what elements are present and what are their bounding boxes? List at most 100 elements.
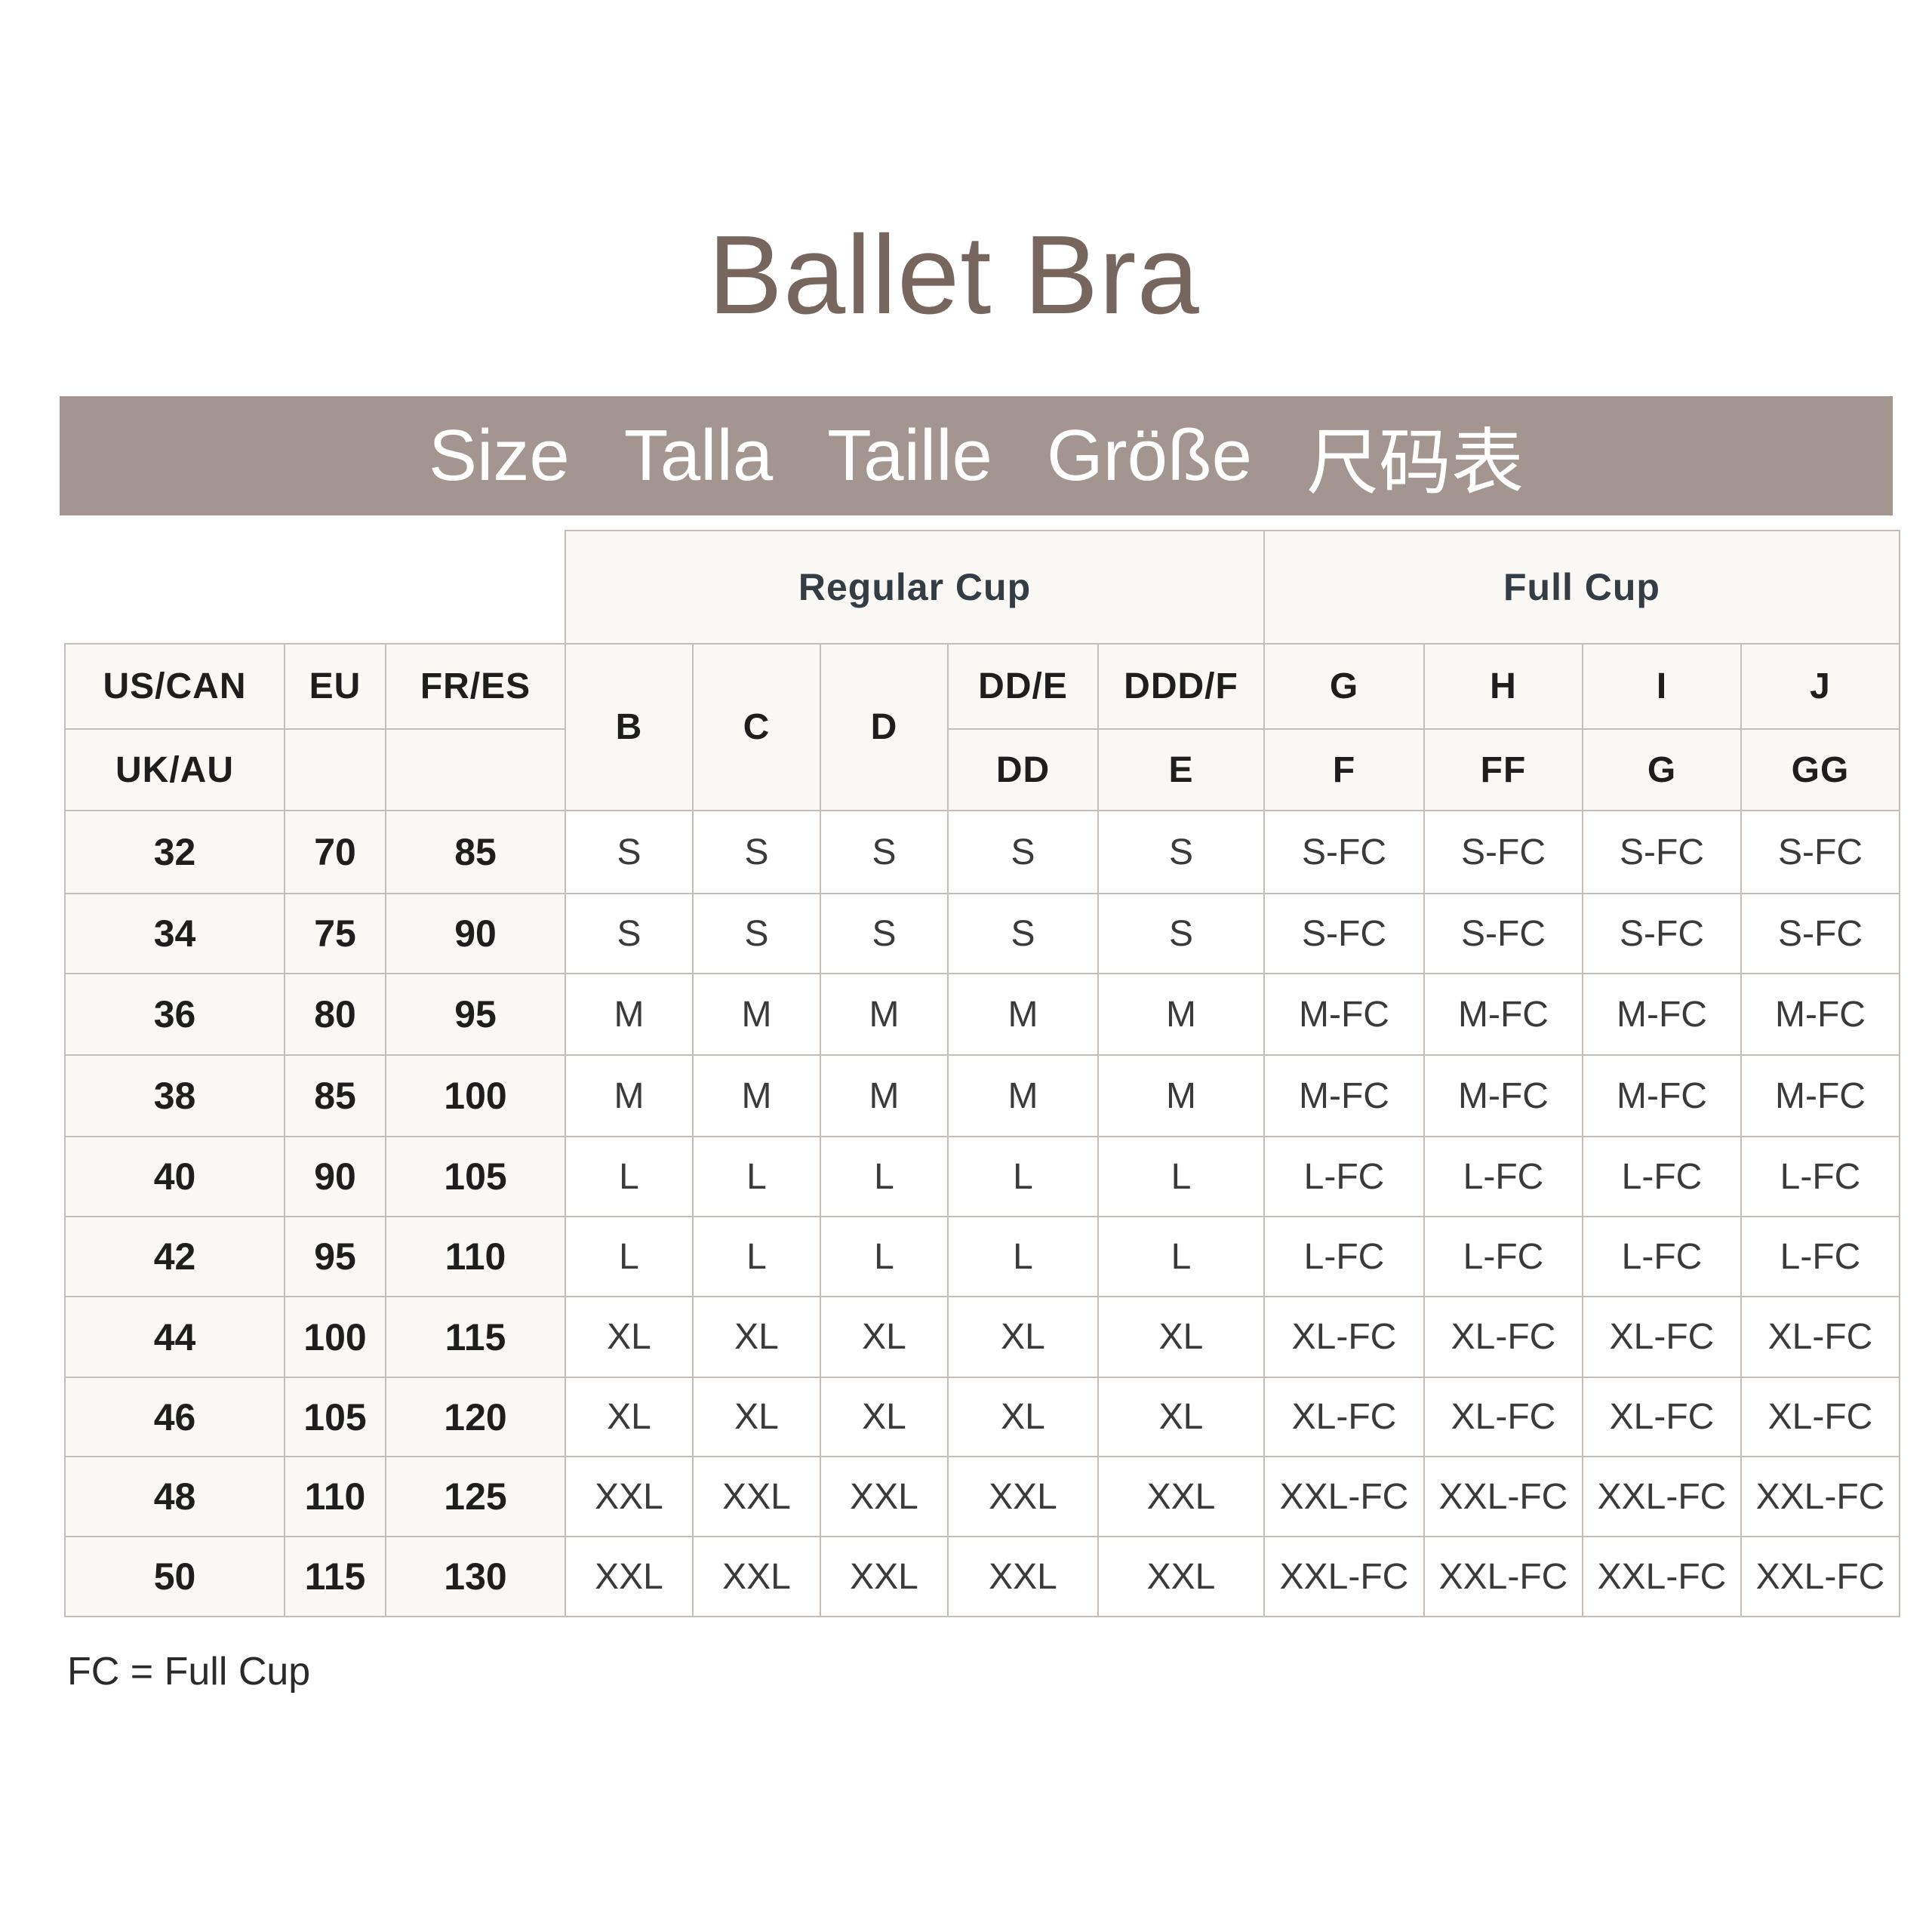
column-header: US/CAN xyxy=(64,643,285,730)
band-label: Talla xyxy=(623,415,774,496)
band-size-cell: 48 xyxy=(64,1456,285,1537)
band-size-cell: 36 xyxy=(64,973,285,1056)
size-chart-table: Regular Cup Full Cup US/CAN EU FR/ES B C D DD/E D… xyxy=(64,530,1900,1617)
cup-header: I xyxy=(1582,643,1742,730)
size-cell: XL xyxy=(565,1377,694,1457)
size-cell: L-FC xyxy=(1740,1216,1900,1297)
size-cell: XL xyxy=(692,1377,821,1457)
cup-header-uk: FF xyxy=(1423,728,1583,811)
size-cell: L xyxy=(820,1136,949,1217)
cup-header-uk: GG xyxy=(1740,728,1900,811)
table-row: 46 105 120 XL XL XL XL XL XL-FC XL-FC XL-FC XL-FC xyxy=(64,1377,1900,1457)
size-cell: L-FC xyxy=(1423,1216,1583,1297)
column-header: UK/AU xyxy=(64,728,285,811)
cup-header-uk: F xyxy=(1263,728,1425,811)
table-row: 42 95 110 L L L L L L-FC L-FC L-FC L-FC xyxy=(64,1216,1900,1297)
band-size-cell: 34 xyxy=(64,893,285,974)
column-header: EU xyxy=(284,643,386,730)
size-cell: M xyxy=(1097,1054,1265,1137)
band-size-cell: 105 xyxy=(385,1136,566,1217)
size-cell: XXL-FC xyxy=(1740,1536,1900,1617)
cup-header-uk: DD xyxy=(947,728,1099,811)
size-cell: M-FC xyxy=(1263,973,1425,1056)
size-cell: L xyxy=(1097,1216,1265,1297)
cup-header: H xyxy=(1423,643,1583,730)
cup-header: G xyxy=(1263,643,1425,730)
size-cell: L-FC xyxy=(1582,1136,1742,1217)
band-size-cell: 130 xyxy=(385,1536,566,1617)
size-cell: S xyxy=(565,893,694,974)
size-cell: XL-FC xyxy=(1740,1296,1900,1378)
size-cell: M xyxy=(565,1054,694,1137)
band-size-cell: 32 xyxy=(64,810,285,894)
cup-header: DD/E xyxy=(947,643,1099,730)
size-cell: M xyxy=(565,973,694,1056)
band-size-cell: 105 xyxy=(284,1377,386,1457)
size-cell: M xyxy=(692,973,821,1056)
band-size-cell: 50 xyxy=(64,1536,285,1617)
size-cell: XXL xyxy=(565,1536,694,1617)
size-cell: S xyxy=(947,893,1099,974)
size-cell: XXL xyxy=(947,1456,1099,1537)
band-size-cell: 115 xyxy=(385,1296,566,1378)
size-cell: XL-FC xyxy=(1582,1296,1742,1378)
size-cell: M-FC xyxy=(1582,1054,1742,1137)
cup-header: J xyxy=(1740,643,1900,730)
size-cell: S-FC xyxy=(1740,893,1900,974)
size-cell: M xyxy=(692,1054,821,1137)
band-label: 尺码表 xyxy=(1306,422,1524,503)
size-cell: S xyxy=(692,810,821,894)
size-cell: XL-FC xyxy=(1740,1377,1900,1457)
group-header-row: Regular Cup Full Cup xyxy=(65,530,1900,645)
footnote: FC = Full Cup xyxy=(67,1650,311,1694)
band-size-cell: 75 xyxy=(284,893,386,974)
size-cell: S xyxy=(565,810,694,894)
band-size-cell: 95 xyxy=(385,973,566,1056)
size-cell: S-FC xyxy=(1423,893,1583,974)
size-cell: XXL-FC xyxy=(1582,1536,1742,1617)
band-size-cell: 38 xyxy=(64,1054,285,1137)
size-cell: S-FC xyxy=(1582,893,1742,974)
size-cell: XXL xyxy=(1097,1456,1265,1537)
band-size-cell: 85 xyxy=(284,1054,386,1137)
band-size-cell: 110 xyxy=(385,1216,566,1297)
size-cell: L-FC xyxy=(1423,1136,1583,1217)
size-cell: XXL xyxy=(692,1536,821,1617)
size-cell: L xyxy=(947,1216,1099,1297)
size-cell: M-FC xyxy=(1423,973,1583,1056)
group-header-regular-cup: Regular Cup xyxy=(565,530,1265,645)
size-cell: XL-FC xyxy=(1263,1296,1425,1378)
size-cell: S xyxy=(1097,893,1265,974)
size-cell: XL-FC xyxy=(1423,1377,1583,1457)
size-cell: L xyxy=(692,1216,821,1297)
band-size-cell: 80 xyxy=(284,973,386,1056)
band-size-cell: 125 xyxy=(385,1456,566,1537)
band-size-cell: 100 xyxy=(385,1054,566,1137)
band-size-cell: 95 xyxy=(284,1216,386,1297)
table-row: 32 70 85 S S S S S S-FC S-FC S-FC S-FC xyxy=(64,810,1900,894)
size-cell: L xyxy=(565,1136,694,1217)
size-cell: XXL xyxy=(692,1456,821,1537)
size-cell: XL-FC xyxy=(1423,1296,1583,1378)
band-size-cell: 90 xyxy=(284,1136,386,1217)
size-cell: L xyxy=(947,1136,1099,1217)
size-cell: M-FC xyxy=(1582,973,1742,1056)
size-cell: S-FC xyxy=(1740,810,1900,894)
size-cell: S xyxy=(820,893,949,974)
column-header xyxy=(284,728,386,811)
size-cell: S xyxy=(692,893,821,974)
size-cell: S xyxy=(947,810,1099,894)
size-cell: L-FC xyxy=(1740,1136,1900,1217)
size-cell: M-FC xyxy=(1263,1054,1425,1137)
size-cell: L xyxy=(692,1136,821,1217)
size-cell: M-FC xyxy=(1423,1054,1583,1137)
size-cell: XXL-FC xyxy=(1263,1536,1425,1617)
size-cell: L xyxy=(820,1216,949,1297)
band-size-cell: 70 xyxy=(284,810,386,894)
size-cell: L-FC xyxy=(1582,1216,1742,1297)
size-cell: L-FC xyxy=(1263,1216,1425,1297)
page-title: Ballet Bra xyxy=(708,213,1200,337)
band-size-cell: 115 xyxy=(284,1536,386,1617)
cup-header-uk: E xyxy=(1097,728,1265,811)
size-cell: XL xyxy=(947,1377,1099,1457)
